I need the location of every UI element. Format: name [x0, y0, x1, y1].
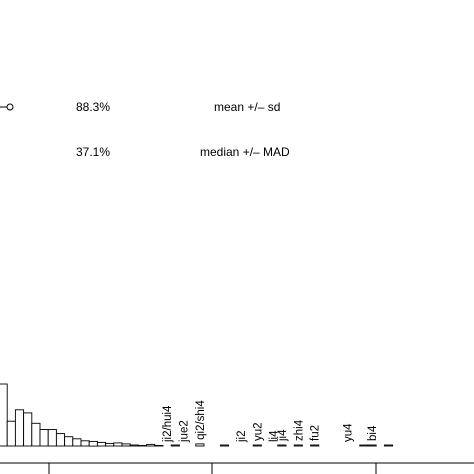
- annotation-label: ji4: [277, 429, 289, 442]
- histogram-bar: [14, 409, 25, 447]
- annotation-label: fu2: [310, 425, 322, 441]
- annotation-label: yu2: [252, 422, 264, 441]
- legend: 88.3% mean +/– sd 37.1% median +/– MAD: [0, 100, 290, 159]
- histogram-bar: [383, 444, 394, 447]
- annotation-label: yu4: [343, 423, 355, 442]
- legend-mean-marker: [6, 103, 14, 111]
- histogram-bar: [31, 422, 41, 447]
- histogram-bar: [0, 383, 8, 447]
- histogram-bar: [80, 440, 90, 447]
- histogram-bar: [367, 444, 377, 447]
- histogram-bar: [121, 443, 131, 447]
- histogram-bar: [310, 444, 320, 447]
- annotation-label: qi2/shi4: [195, 400, 207, 440]
- annotation-label: zhi4: [293, 419, 305, 441]
- histogram-bar: [154, 445, 164, 447]
- histogram-bar: [195, 443, 205, 447]
- histogram-bar: [170, 444, 180, 447]
- histogram-bar: [113, 442, 123, 447]
- annotation-label: li4: [269, 430, 281, 442]
- stat-pct-mean: 88.3%: [76, 100, 110, 114]
- histogram-bar: [146, 443, 156, 447]
- bars: [0, 383, 394, 447]
- histogram-bar: [47, 429, 57, 447]
- histogram-bar: [293, 444, 303, 447]
- histogram-bar: [137, 445, 148, 447]
- annotation-label: jue2: [179, 420, 191, 443]
- histogram-bar: [129, 444, 139, 447]
- histogram-bar: [64, 436, 74, 447]
- histogram-bar: [55, 433, 66, 447]
- histogram-bar: [72, 438, 82, 447]
- histogram-bar: [252, 444, 262, 447]
- stat-label-median: median +/– MAD: [200, 145, 290, 159]
- histogram-bar: [88, 440, 98, 447]
- stat-pct-median: 37.1%: [76, 145, 110, 159]
- annotation-label: ji2/hui4: [162, 405, 174, 443]
- annotation-label: ji2: [236, 430, 248, 443]
- histogram-bar: [6, 420, 16, 447]
- histogram-bar: [39, 429, 49, 447]
- histogram-bar: [105, 442, 115, 447]
- histogram-bar: [96, 441, 107, 447]
- histogram-bar: [277, 444, 287, 447]
- annotation-label: bi4: [367, 425, 379, 441]
- x-axis: [0, 462, 474, 474]
- histogram-bar: [359, 444, 369, 447]
- histogram-bar: [23, 412, 33, 447]
- stat-label-mean: mean +/– sd: [214, 100, 280, 114]
- histogram-bar: [219, 444, 230, 447]
